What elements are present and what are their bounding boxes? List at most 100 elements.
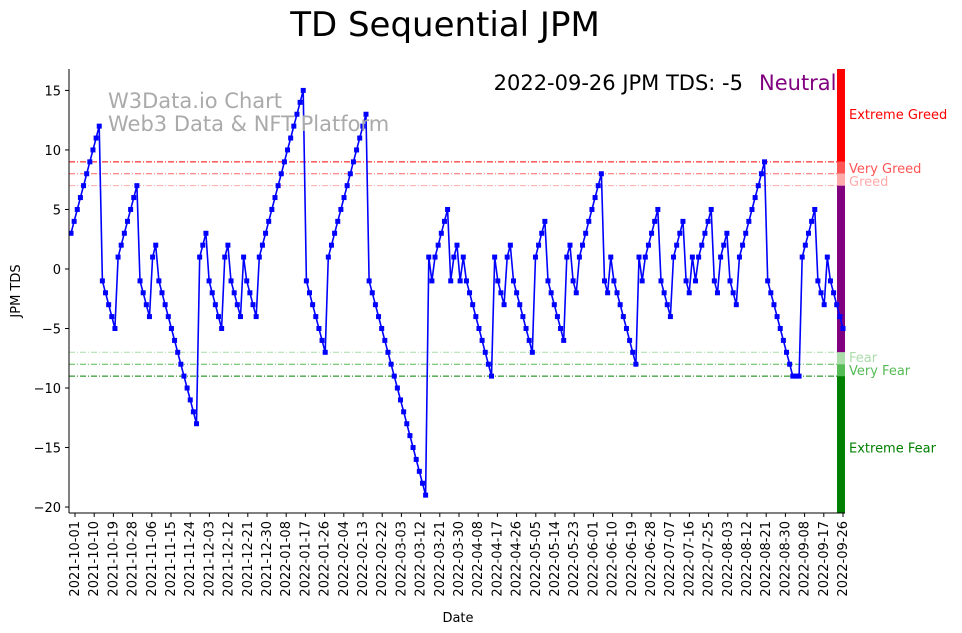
data-point — [674, 242, 680, 248]
x-tick-label: 2021-10-19 — [106, 521, 121, 597]
data-point — [711, 278, 717, 284]
data-point — [225, 242, 231, 248]
data-point — [768, 290, 774, 296]
zone-bar-5 — [837, 364, 845, 377]
x-tick-label: 2022-01-08 — [279, 521, 294, 597]
data-point — [445, 206, 451, 212]
data-point — [658, 278, 664, 284]
data-point — [256, 254, 262, 260]
x-tick-label: 2022-03-30 — [452, 521, 467, 597]
data-point — [423, 492, 429, 498]
data-point — [526, 337, 532, 343]
y-tick-label: 0 — [53, 263, 61, 278]
x-tick-label: 2022-03-03 — [394, 521, 409, 597]
data-point — [809, 218, 815, 224]
data-point — [275, 183, 281, 189]
data-point — [253, 314, 259, 320]
data-point — [762, 159, 768, 165]
data-point — [190, 409, 196, 415]
zone-label-0: Extreme Greed — [849, 108, 947, 123]
data-point — [153, 242, 159, 248]
data-point — [121, 230, 127, 236]
y-tick-label: −15 — [34, 442, 61, 457]
data-point — [106, 302, 112, 308]
data-point — [407, 433, 413, 439]
data-point — [263, 230, 269, 236]
data-point — [765, 278, 771, 284]
data-point — [517, 302, 523, 308]
x-tick-label: 2022-06-10 — [606, 521, 621, 597]
y-tick-label: 10 — [44, 144, 61, 159]
data-point — [645, 242, 651, 248]
x-tick-label: 2021-11-24 — [183, 521, 198, 597]
data-point — [689, 254, 695, 260]
data-point — [671, 254, 677, 260]
x-tick-label: 2021-12-30 — [260, 521, 275, 597]
x-tick-label: 2022-08-21 — [759, 521, 774, 597]
data-point — [639, 278, 645, 284]
data-point — [303, 278, 309, 284]
zone-label-1: Very Greed — [849, 162, 921, 177]
data-point — [360, 123, 366, 129]
x-tick-label: 2022-05-14 — [548, 521, 563, 597]
data-point — [429, 278, 435, 284]
x-tick-label: 2022-02-04 — [337, 521, 352, 597]
data-point — [175, 349, 181, 355]
data-point — [683, 278, 689, 284]
data-point — [627, 337, 633, 343]
data-point — [84, 171, 90, 177]
data-point — [357, 135, 363, 141]
x-tick-label: 2022-07-16 — [682, 521, 697, 597]
data-point — [162, 302, 168, 308]
x-tick-label: 2021-12-21 — [241, 521, 256, 597]
data-point — [441, 218, 447, 224]
data-point — [369, 290, 375, 296]
data-point — [87, 159, 93, 165]
data-point — [93, 135, 99, 141]
x-tick-label: 2022-08-12 — [740, 521, 755, 597]
data-point — [548, 290, 554, 296]
data-point — [435, 242, 441, 248]
x-tick-label: 2022-06-28 — [644, 521, 659, 597]
data-point — [156, 278, 162, 284]
data-point — [300, 87, 306, 93]
data-point — [573, 290, 579, 296]
data-point — [542, 218, 548, 224]
data-point — [780, 337, 786, 343]
data-point — [297, 99, 303, 105]
chart-title: TD Sequential JPM — [289, 5, 600, 45]
data-point — [134, 183, 140, 189]
data-point — [532, 254, 538, 260]
data-point — [699, 242, 705, 248]
y-tick-label: −10 — [34, 382, 61, 397]
data-point — [137, 278, 143, 284]
data-point — [416, 468, 422, 474]
data-point — [529, 349, 535, 355]
data-point — [736, 254, 742, 260]
data-point — [821, 302, 827, 308]
x-tick-label: 2022-04-17 — [490, 521, 505, 597]
data-point — [322, 349, 328, 355]
x-tick-label: 2022-09-26 — [836, 521, 851, 597]
data-point — [586, 218, 592, 224]
zone-bar-4 — [837, 352, 845, 365]
data-point — [727, 278, 733, 284]
data-point — [837, 314, 843, 320]
data-point — [758, 171, 764, 177]
data-point — [379, 325, 385, 331]
x-tick-label: 2022-02-13 — [356, 521, 371, 597]
data-point — [178, 361, 184, 367]
data-point — [316, 325, 322, 331]
data-point — [99, 278, 105, 284]
data-point — [244, 278, 250, 284]
data-point — [172, 337, 178, 343]
data-point — [482, 349, 488, 355]
data-point — [209, 290, 215, 296]
data-point — [708, 206, 714, 212]
data-point — [834, 302, 840, 308]
data-point — [595, 183, 601, 189]
data-point — [592, 195, 598, 201]
data-point — [680, 218, 686, 224]
data-point — [372, 302, 378, 308]
data-point — [605, 290, 611, 296]
